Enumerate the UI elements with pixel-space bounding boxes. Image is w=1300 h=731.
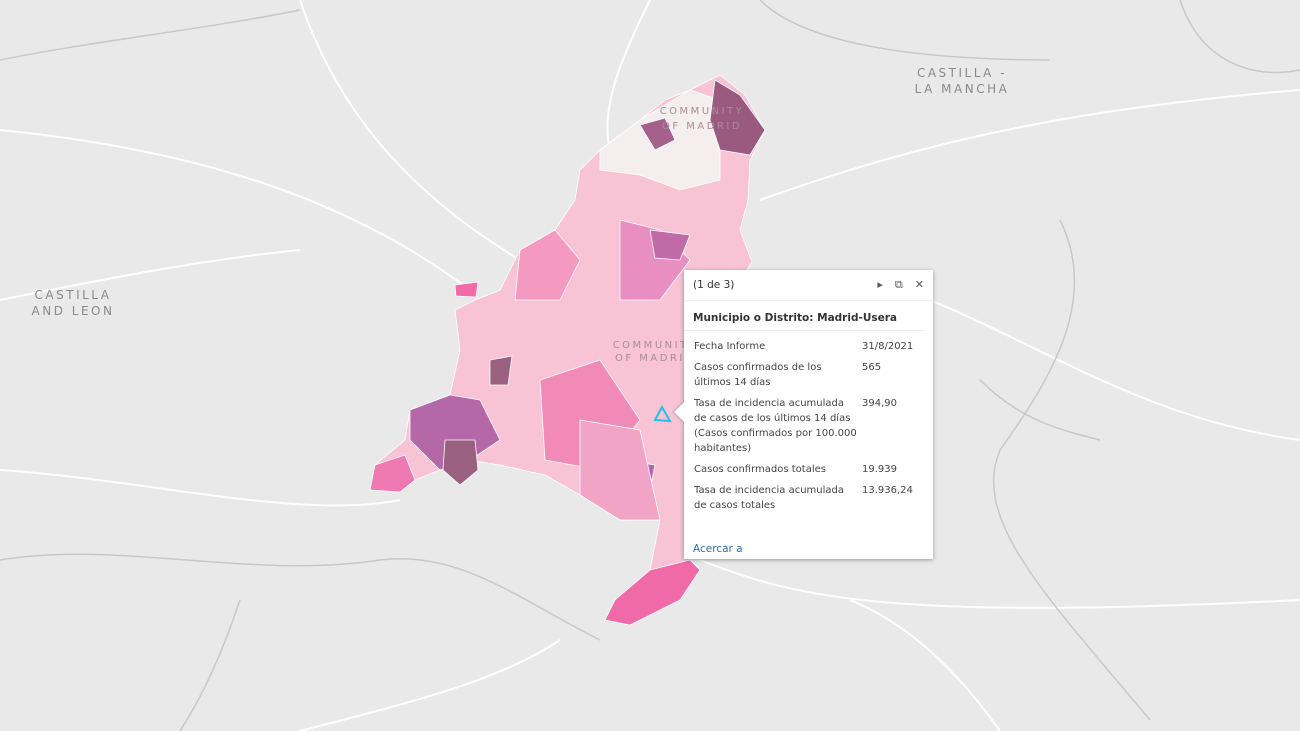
region-label: LA MANCHA	[915, 82, 1010, 96]
popup: (1 de 3) ▸ ⧉ ✕ Municipio o Distrito: Madri…	[674, 270, 933, 559]
region-label: OF MADRID	[615, 353, 695, 364]
region-label: CASTILLA -	[917, 66, 1007, 80]
municipalities	[369, 79, 766, 626]
selected-feature	[653, 404, 672, 423]
attribute-value: 565	[862, 362, 882, 373]
pager: (1 de 3)	[693, 279, 735, 291]
attribute-value: 19.939	[862, 464, 897, 475]
attribute-name: Casos confirmados de los últimos 14 días	[694, 362, 822, 388]
attribute-name: Tasa de incidencia acumulada de casos de…	[694, 398, 857, 454]
region-label: COMMUNITY	[660, 106, 745, 117]
next-button[interactable]: ▸	[877, 278, 883, 291]
attribute-row: Casos confirmados totales 19.939	[692, 460, 924, 481]
dock-button[interactable]: ⧉	[894, 278, 903, 291]
zoom-link[interactable]: Acercar a	[693, 543, 743, 555]
attribute-row: Fecha Informe 31/8/2021	[692, 337, 924, 358]
attribute-row: Casos confirmados de los últimos 14 días…	[692, 358, 924, 394]
region-label: COMMUNITY	[613, 340, 698, 351]
map-labels: CASTILLA - LA MANCHA CASTILLA AND LEON C…	[32, 66, 1010, 364]
close-button[interactable]: ✕	[914, 278, 924, 291]
attribute-name: Casos confirmados totales	[694, 464, 826, 475]
region-label: CASTILLA	[35, 288, 112, 302]
popup-title: Municipio o Distrito: Madrid-Usera	[684, 301, 925, 331]
popup-header: (1 de 3) ▸ ⧉ ✕	[684, 270, 933, 301]
region-label: AND LEON	[32, 304, 115, 318]
attribute-name: Fecha Informe	[694, 341, 766, 352]
attribute-value: 394,90	[862, 398, 897, 409]
attribute-value: 13.936,24	[862, 485, 913, 496]
region-label: OF MADRID	[662, 121, 742, 132]
attribute-row: Tasa de incidencia acumulada de casos de…	[692, 394, 924, 460]
attribute-value: 31/8/2021	[862, 341, 914, 352]
attribute-name: Tasa de incidencia acumulada de casos to…	[694, 485, 845, 511]
attribute-row: Tasa de incidencia acumulada de casos to…	[692, 481, 924, 517]
attribute-table: Fecha Informe 31/8/2021 Casos confirmados …	[692, 337, 924, 517]
